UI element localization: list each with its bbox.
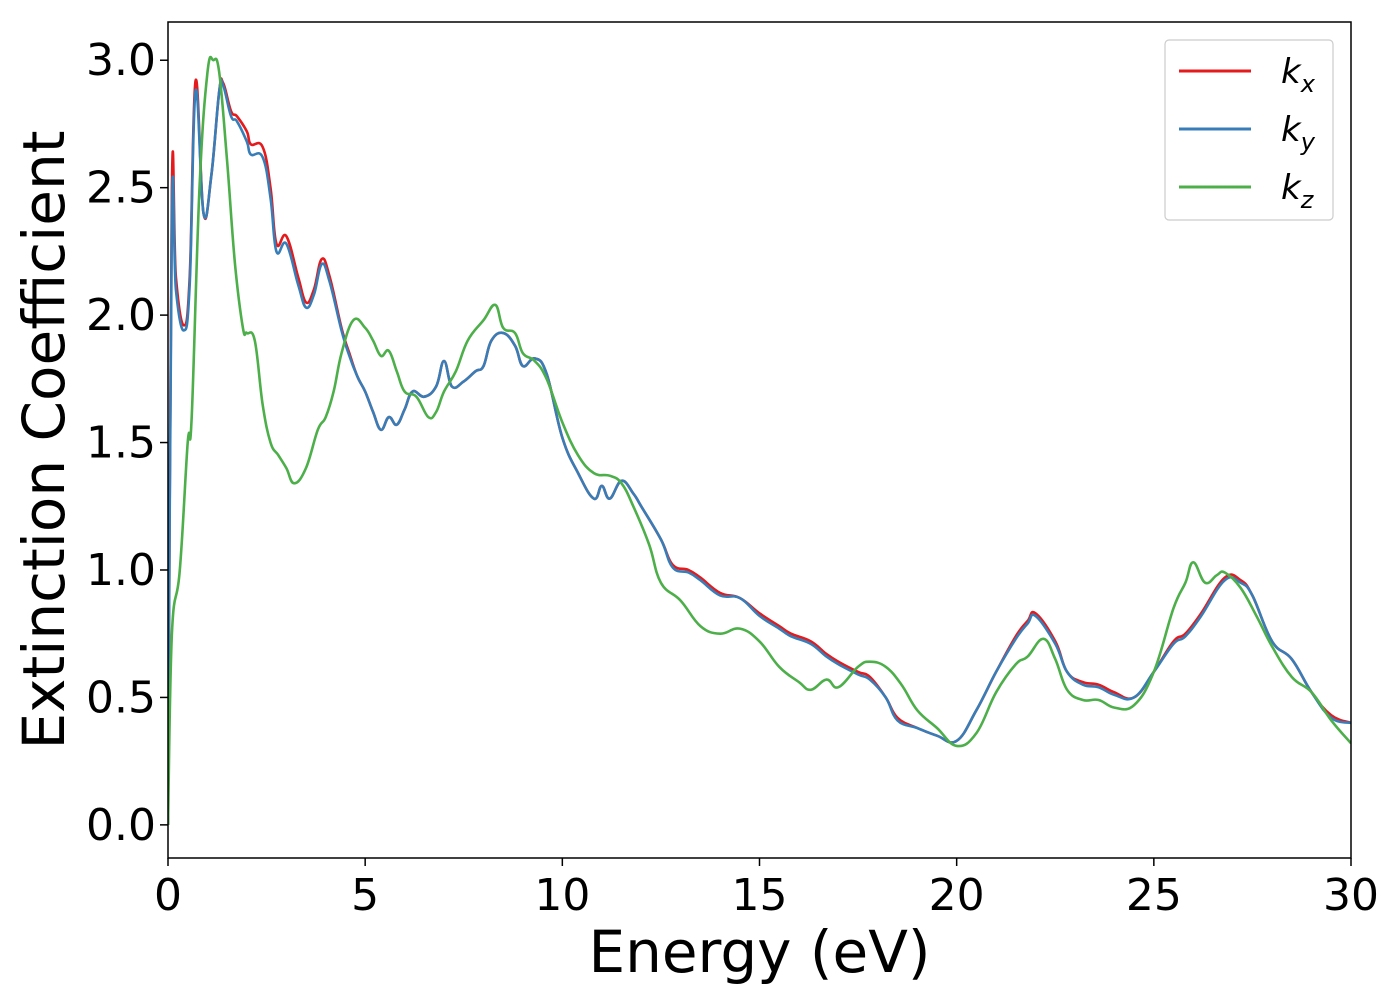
y-tick-label: 0.5: [86, 672, 156, 723]
series-layer: [168, 55, 1351, 825]
y-tick-label: 1.0: [86, 545, 156, 596]
x-tick-label: 30: [1323, 870, 1379, 921]
x-tick-label: 20: [929, 870, 985, 921]
legend-label-kz: kz: [1281, 168, 1315, 214]
x-tick-label: 10: [534, 870, 590, 921]
y-tick-label: 3.0: [86, 35, 156, 86]
y-tick-label: 0.0: [86, 800, 156, 851]
y-tick-label: 2.5: [86, 163, 156, 214]
x-tick-label: 25: [1126, 870, 1182, 921]
x-axis-title: Energy (eV): [588, 918, 930, 986]
x-tick-label: 5: [351, 870, 379, 921]
x-axis-ticks: 0 5 10 15 20 25 30: [154, 858, 1379, 921]
y-axis-title: Extinction Coefficient: [10, 131, 78, 750]
x-tick-label: 15: [732, 870, 788, 921]
y-axis-ticks: 0.0 0.5 1.0 1.5 2.0 2.5 3.0: [86, 35, 168, 851]
series-line-kz: [168, 55, 1351, 825]
plot-area-frame: [167, 21, 1352, 859]
legend-label-kx: kx: [1281, 52, 1316, 98]
y-tick-label: 2.0: [86, 290, 156, 341]
legend: kx ky kz: [1164, 39, 1334, 221]
y-tick-label: 1.5: [86, 418, 156, 469]
legend-label-ky: ky: [1281, 110, 1316, 156]
x-tick-label: 0: [154, 870, 182, 921]
